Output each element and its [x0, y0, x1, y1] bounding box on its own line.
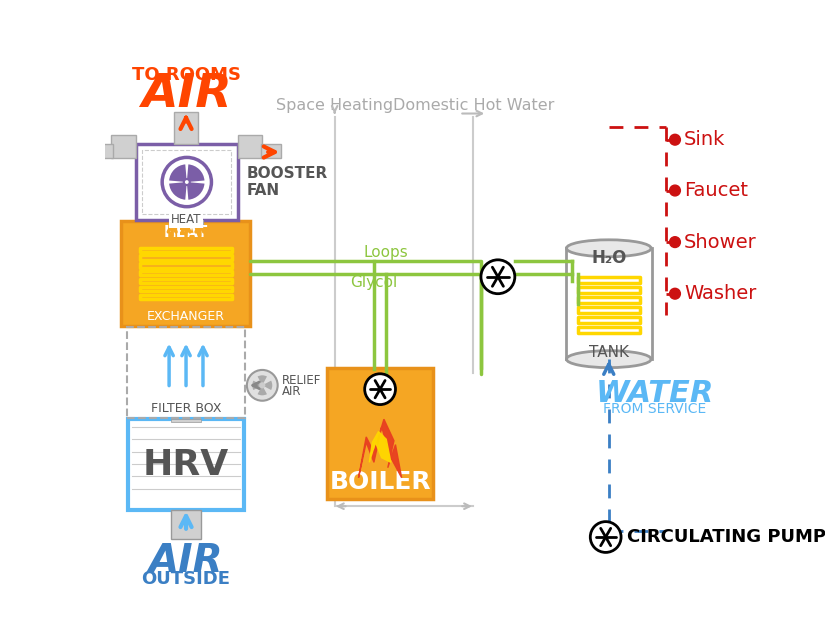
Bar	[327, 367, 433, 498]
Text: Sink: Sink	[684, 130, 726, 149]
Text: BOOSTER
FAN: BOOSTER FAN	[247, 166, 328, 198]
Text: Loops: Loops	[364, 244, 408, 260]
Bar	[172, 419, 200, 422]
Polygon shape	[359, 419, 402, 478]
Text: RELIEF: RELIEF	[282, 375, 322, 387]
Bar	[578, 288, 639, 293]
Ellipse shape	[567, 351, 651, 367]
Bar	[142, 151, 232, 214]
Bar	[140, 286, 232, 291]
Circle shape	[591, 522, 621, 553]
Text: Domestic Hot Water: Domestic Hot Water	[393, 98, 554, 114]
Bar	[578, 327, 639, 333]
Bar	[140, 255, 232, 260]
Bar	[578, 318, 639, 323]
Circle shape	[163, 158, 211, 207]
Text: H₂O: H₂O	[591, 249, 626, 267]
Bar	[578, 308, 639, 313]
Text: EXCHANGER: EXCHANGER	[147, 310, 225, 323]
Circle shape	[365, 374, 395, 404]
Bar	[175, 112, 198, 144]
Text: Shower: Shower	[684, 233, 757, 251]
Circle shape	[247, 370, 278, 401]
Bar	[238, 135, 262, 158]
Text: FILTER BOX: FILTER BOX	[151, 402, 221, 415]
Bar	[261, 144, 280, 158]
Bar	[578, 278, 639, 283]
Polygon shape	[370, 431, 391, 463]
Wedge shape	[169, 165, 186, 182]
Wedge shape	[252, 381, 262, 390]
Bar	[127, 327, 245, 418]
Text: Space Heating: Space Heating	[276, 98, 394, 114]
Bar	[140, 248, 232, 252]
Bar	[140, 271, 232, 276]
Text: Faucet: Faucet	[684, 181, 748, 200]
Bar	[140, 295, 232, 299]
Wedge shape	[186, 182, 205, 200]
Text: TANK: TANK	[589, 346, 629, 360]
Ellipse shape	[567, 240, 651, 256]
Wedge shape	[262, 381, 272, 390]
Bar	[94, 144, 113, 158]
Wedge shape	[257, 375, 267, 385]
Bar	[140, 279, 232, 283]
Circle shape	[184, 179, 190, 185]
Text: TO ROOMS: TO ROOMS	[131, 66, 241, 84]
Wedge shape	[169, 182, 186, 200]
Bar	[136, 144, 238, 219]
Wedge shape	[186, 165, 205, 182]
Text: AIR: AIR	[141, 71, 231, 117]
Text: FROM SERVICE: FROM SERVICE	[603, 402, 706, 416]
Circle shape	[259, 382, 266, 389]
Bar	[172, 510, 200, 539]
Bar	[129, 419, 244, 510]
Bar	[111, 135, 136, 158]
Text: Washer: Washer	[684, 284, 757, 303]
Wedge shape	[257, 385, 267, 396]
Circle shape	[670, 237, 681, 248]
Bar	[120, 221, 250, 326]
Circle shape	[670, 288, 681, 299]
Bar	[169, 219, 203, 226]
Text: CIRCULATING PUMP: CIRCULATING PUMP	[627, 528, 825, 546]
Circle shape	[670, 185, 681, 196]
Text: AIR: AIR	[148, 542, 224, 580]
Text: HRV: HRV	[143, 448, 229, 482]
Circle shape	[670, 135, 681, 145]
Text: BOILER: BOILER	[329, 470, 431, 494]
Bar	[140, 263, 232, 268]
Text: HEAT: HEAT	[171, 213, 201, 226]
Text: WATER: WATER	[596, 380, 714, 408]
Text: HEAT: HEAT	[164, 225, 208, 241]
Bar	[578, 297, 639, 303]
Bar	[566, 248, 652, 359]
Text: Glycol: Glycol	[351, 276, 398, 290]
Text: OUTSIDE: OUTSIDE	[142, 570, 230, 588]
Text: AIR: AIR	[282, 385, 302, 398]
Circle shape	[481, 260, 515, 293]
